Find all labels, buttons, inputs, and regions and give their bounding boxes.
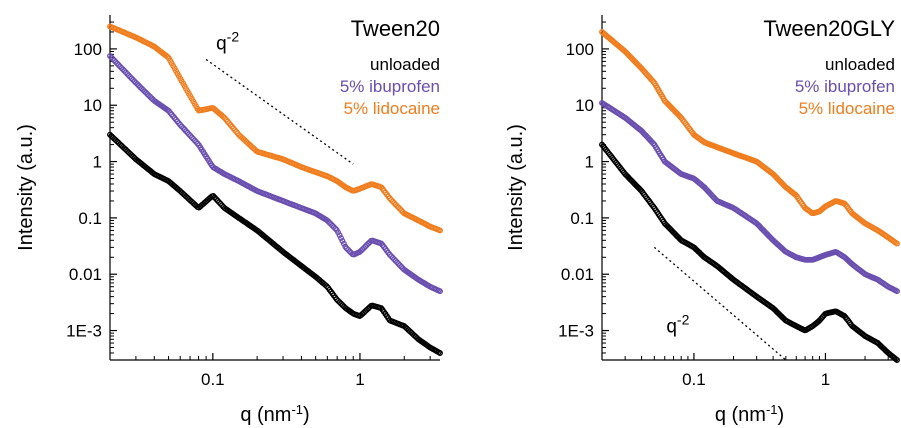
y-axis-label: Intensity (a.u.) [505, 124, 527, 251]
data-point [392, 257, 399, 264]
y-tick-label: 0.1 [570, 209, 594, 228]
series-ibuprofen [599, 99, 900, 295]
guide-line [653, 246, 787, 361]
series-lidocaine [107, 23, 443, 234]
y-tick-label: 100 [74, 40, 102, 59]
series-unloaded [599, 141, 900, 363]
y-tick-label: 0.01 [69, 265, 102, 284]
y-tick-label: 1E-3 [558, 322, 594, 341]
y-tick-label: 10 [575, 96, 594, 115]
legend-item-ibuprofen: 5% ibuprofen [795, 77, 895, 96]
chart-title: Tween20GLY [763, 16, 895, 41]
series-unloaded [107, 131, 443, 356]
data-point [121, 67, 128, 74]
chart-tween20gly: 100 10 1 0.1 0.01 1E-3 0.1 1 Intensity (a.u.) q (… [505, 15, 900, 426]
data-point [329, 222, 336, 229]
data-point [346, 248, 353, 255]
data-point [894, 357, 900, 363]
data-point [437, 350, 443, 356]
data-point [128, 75, 135, 82]
data-point [388, 196, 395, 203]
data-point [388, 253, 395, 260]
x-axis-label: q (nm-1) [240, 402, 309, 426]
y-tick-label: 0.01 [561, 265, 594, 284]
y-tick-label: 1E-3 [66, 322, 102, 341]
data-point [437, 227, 443, 234]
data-point [338, 235, 344, 241]
data-point [396, 262, 403, 269]
y-tick-label: 0.1 [78, 209, 102, 228]
data-point [335, 229, 342, 236]
data-point [894, 288, 900, 295]
data-point [164, 53, 171, 60]
guide-line [205, 58, 354, 165]
chart-tween20: 100 10 1 0.1 0.01 1E-3 0.1 1 Intensity (a.u.) q (… [15, 15, 443, 426]
data-point [437, 288, 443, 295]
data-point [117, 63, 123, 70]
data-point [124, 70, 131, 77]
y-tick-label: 10 [83, 96, 102, 115]
data-point [332, 225, 339, 232]
data-point [392, 201, 399, 208]
y-axis-label: Intensity (a.u.) [15, 124, 37, 251]
legend-item-unloaded: unloaded [825, 55, 895, 74]
data-point [894, 240, 900, 247]
data-point [108, 54, 115, 61]
x-axis-label: q (nm-1) [715, 402, 784, 426]
x-tick-label: 1 [821, 370, 830, 389]
series-lidocaine [599, 29, 900, 247]
data-point [112, 58, 119, 65]
y-tick-label: 100 [566, 40, 594, 59]
guide-label: q-2 [216, 28, 239, 54]
x-tick-label: 0.1 [201, 370, 225, 389]
chart-title: Tween20 [351, 16, 440, 41]
guide-label: q-2 [666, 311, 689, 337]
data-point [396, 205, 403, 212]
y-tick-label: 1 [585, 153, 594, 172]
y-tick-label: 1 [93, 153, 102, 172]
legend-item-unloaded: unloaded [370, 55, 440, 74]
data-point [183, 128, 189, 135]
legend-item-lidocaine: 5% lidocaine [799, 99, 895, 118]
legend-item-ibuprofen: 5% ibuprofen [340, 77, 440, 96]
x-tick-label: 1 [355, 370, 364, 389]
x-tick-label: 0.1 [682, 370, 706, 389]
legend-item-lidocaine: 5% lidocaine [344, 99, 440, 118]
data-point [330, 224, 337, 230]
data-point [340, 240, 347, 247]
series-ibuprofen [107, 52, 443, 295]
